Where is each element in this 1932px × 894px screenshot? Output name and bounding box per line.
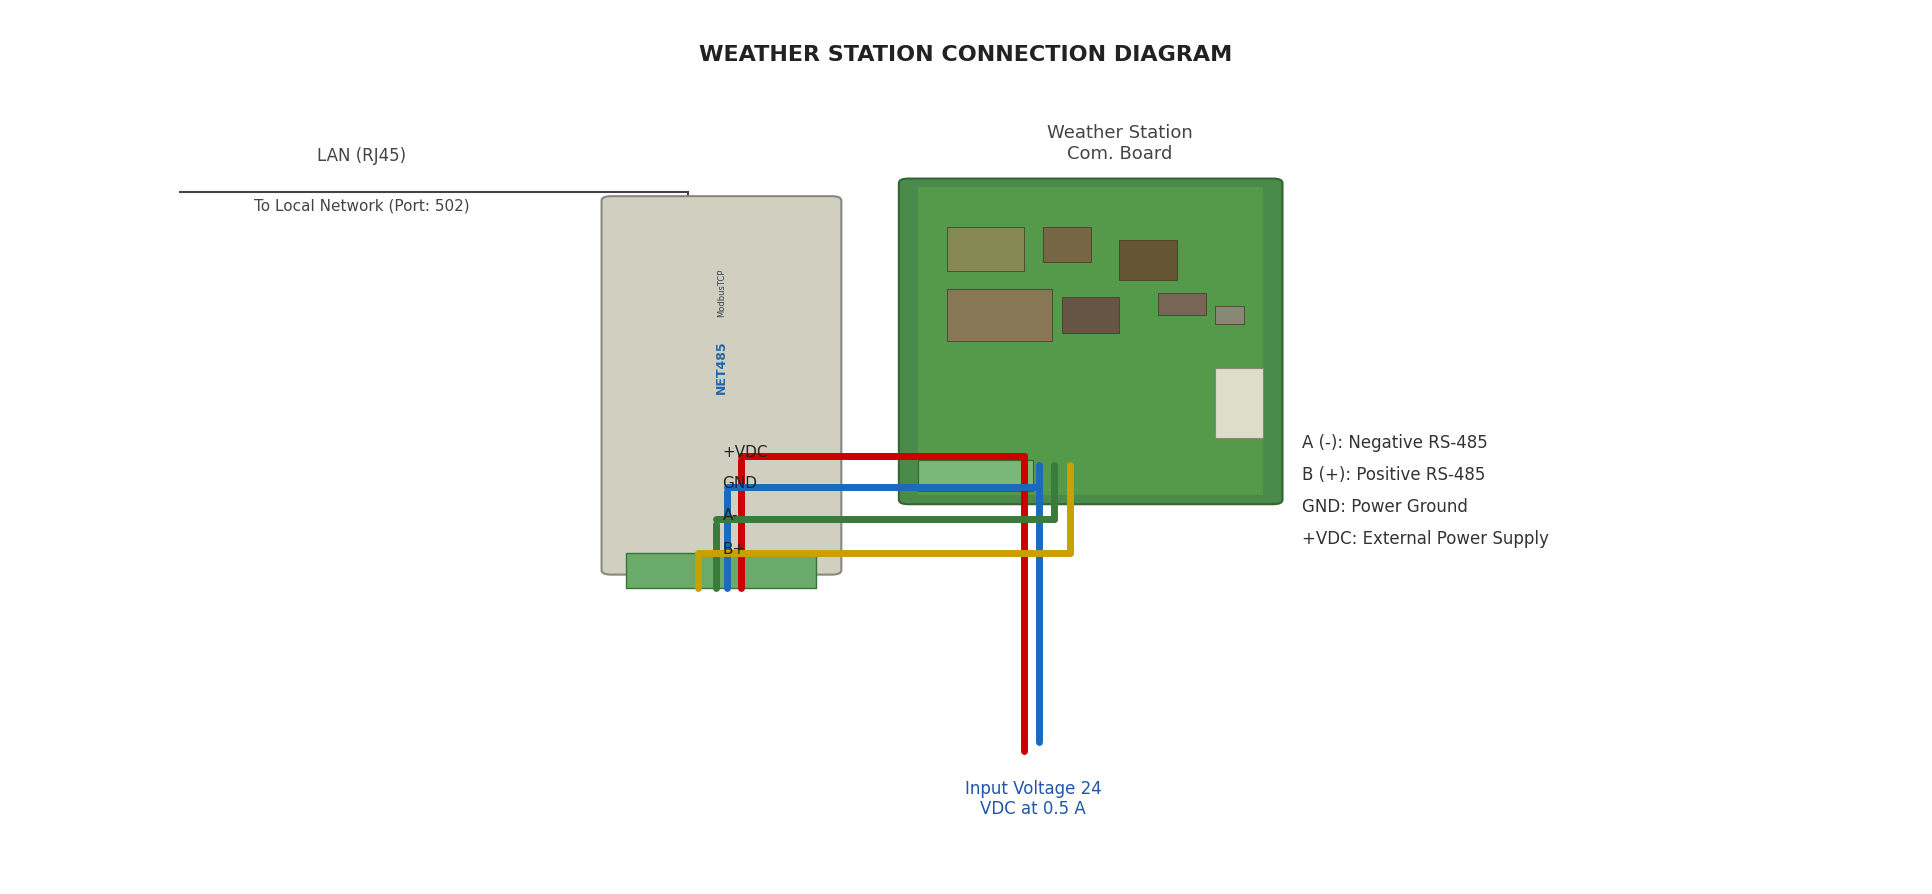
Text: Weather Station
Com. Board: Weather Station Com. Board bbox=[1047, 124, 1192, 163]
Text: WEATHER STATION CONNECTION DIAGRAM: WEATHER STATION CONNECTION DIAGRAM bbox=[699, 46, 1233, 65]
Text: GND: GND bbox=[723, 477, 757, 492]
Bar bbox=[626, 552, 817, 588]
Text: B (+): Positive RS-485: B (+): Positive RS-485 bbox=[1302, 466, 1486, 485]
Bar bbox=[1215, 306, 1244, 324]
Bar bbox=[947, 227, 1024, 271]
Text: +VDC: +VDC bbox=[723, 445, 767, 460]
Text: Input Voltage 24
VDC at 0.5 A: Input Voltage 24 VDC at 0.5 A bbox=[964, 780, 1101, 818]
FancyBboxPatch shape bbox=[601, 196, 840, 575]
Bar bbox=[918, 188, 1264, 495]
Bar bbox=[1215, 367, 1264, 438]
Bar bbox=[1157, 293, 1206, 315]
Text: ModbusTCP: ModbusTCP bbox=[717, 269, 726, 317]
Text: A (-): Negative RS-485: A (-): Negative RS-485 bbox=[1302, 434, 1488, 451]
Text: A-: A- bbox=[723, 508, 738, 523]
Text: NET485: NET485 bbox=[715, 340, 728, 393]
Bar bbox=[1043, 227, 1092, 262]
Text: GND: Power Ground: GND: Power Ground bbox=[1302, 498, 1468, 516]
Bar bbox=[1063, 298, 1119, 333]
Text: B+: B+ bbox=[723, 543, 746, 558]
Text: +VDC: External Power Supply: +VDC: External Power Supply bbox=[1302, 530, 1549, 548]
Text: To Local Network (Port: 502): To Local Network (Port: 502) bbox=[253, 198, 469, 214]
Bar bbox=[918, 460, 1034, 491]
Bar bbox=[1119, 240, 1177, 280]
Text: LAN (RJ45): LAN (RJ45) bbox=[317, 148, 406, 165]
FancyBboxPatch shape bbox=[898, 179, 1283, 504]
Bar bbox=[947, 289, 1053, 342]
